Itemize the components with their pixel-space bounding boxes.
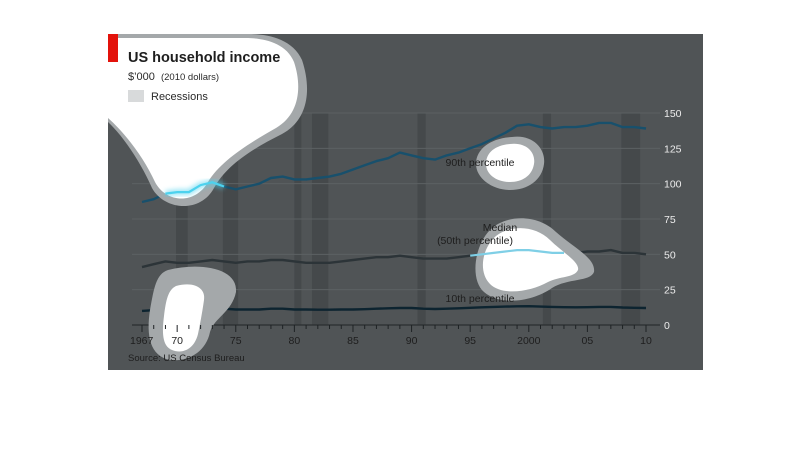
x-tick-label: 90 xyxy=(406,335,418,347)
series-label-90th: 90th percentile xyxy=(446,157,515,169)
series-label-median-line2: (50th percentile) xyxy=(437,235,513,247)
blotch-upper-right-core xyxy=(486,143,535,182)
y-tick-label: 50 xyxy=(664,249,676,261)
source-note: Source: US Census Bureau xyxy=(128,353,245,364)
legend-label: Recessions xyxy=(151,91,208,103)
y-tick-label: 25 xyxy=(664,285,676,297)
series-line-1 xyxy=(141,121,647,204)
y-tick-label: 100 xyxy=(664,179,682,191)
series-2-highlight xyxy=(470,249,564,257)
x-tick-label: 85 xyxy=(347,335,359,347)
series-1-highlight xyxy=(165,181,225,195)
chart-subtitle-units: $’000 xyxy=(128,71,155,83)
y-tick-label: 150 xyxy=(664,108,682,120)
chart-title: US household income xyxy=(128,50,280,66)
highlight-segments xyxy=(165,179,564,257)
series-labels: 90th percentile Median(50th percentile) 10… xyxy=(437,157,517,305)
x-tick-label: 75 xyxy=(230,335,242,347)
blotch-lower-left-core xyxy=(162,284,205,352)
x-tick-label: 2000 xyxy=(517,335,541,347)
series-label-10th: 10th percentile xyxy=(446,293,515,305)
y-tick-label: 0 xyxy=(664,320,670,332)
legend-swatch xyxy=(128,90,144,102)
x-tick-label: 05 xyxy=(582,335,594,347)
accent-bar xyxy=(108,34,118,62)
x-tick-label: 70 xyxy=(171,335,183,347)
blotch-mid-right-core xyxy=(482,228,579,292)
series-label-median-line1: Median xyxy=(483,222,518,234)
x-tick-label: 10 xyxy=(640,335,652,347)
axes: 0 25 50 75 100 125 150 1967 70 75 80 85 90 95 2000 05 10 xyxy=(130,108,682,347)
y-tick-label: 125 xyxy=(664,143,682,155)
white-blotch-overlays xyxy=(108,34,595,361)
x-tick-label: 1967 xyxy=(130,335,154,347)
blotch-top-left-core xyxy=(108,38,299,199)
chart-subtitle-paren: (2010 dollars) xyxy=(161,72,219,83)
y-tick-label: 75 xyxy=(664,214,676,226)
x-tick-label: 80 xyxy=(289,335,301,347)
x-tick-label: 95 xyxy=(464,335,476,347)
chart-subtitle: $’000 (2010 dollars) xyxy=(128,71,219,83)
